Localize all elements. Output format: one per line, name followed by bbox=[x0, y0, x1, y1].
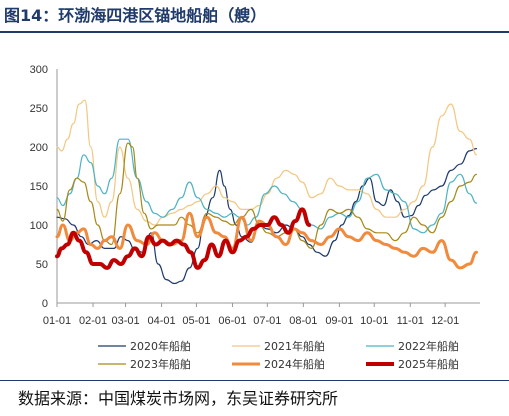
x-tick-label: 06-01 bbox=[218, 315, 246, 327]
y-tick-label: 100 bbox=[30, 220, 48, 232]
x-tick-label: 04-01 bbox=[148, 315, 176, 327]
line-chart: 0 50 100 150 200 250 300 01-01 02-01 03-01 04-01 05… bbox=[30, 64, 480, 371]
x-tick-label: 08-01 bbox=[289, 315, 317, 327]
y-tick-label: 0 bbox=[42, 298, 48, 310]
x-tick-label: 11-01 bbox=[397, 315, 424, 327]
y-tick-label: 300 bbox=[30, 64, 48, 76]
series-line-3 bbox=[56, 138, 478, 234]
data-source: 数据来源：中国煤炭市场网，东吴证券研究所 bbox=[18, 389, 339, 408]
x-tick-label: 12-01 bbox=[431, 315, 459, 327]
series-line-6 bbox=[55, 207, 312, 270]
chart-title: 图14：环渤海四港区锚地船舶（艘） bbox=[4, 6, 267, 25]
series-line-2 bbox=[56, 99, 478, 226]
source-divider bbox=[0, 380, 509, 381]
series-line-5 bbox=[55, 211, 478, 270]
x-tick-label: 03-01 bbox=[111, 315, 139, 327]
legend-label-5: 2024年船舶 bbox=[264, 357, 325, 371]
x-tick-label: 10-01 bbox=[360, 315, 388, 327]
legend-label-3: 2022年船舶 bbox=[398, 339, 459, 353]
y-tick-label: 50 bbox=[36, 259, 48, 271]
legend-label-1: 2020年船舶 bbox=[130, 339, 191, 353]
x-tick-label: 07-01 bbox=[253, 315, 281, 327]
x-tick-label: 05-01 bbox=[182, 315, 210, 327]
y-tick-label: 200 bbox=[30, 142, 48, 154]
y-tick-label: 250 bbox=[30, 103, 48, 115]
legend-label-4: 2023年船舶 bbox=[130, 357, 191, 371]
legend-label-2: 2021年船舶 bbox=[264, 339, 325, 353]
title-divider bbox=[0, 31, 509, 33]
series-line-4 bbox=[56, 142, 478, 249]
legend-label-6: 2025年船舶 bbox=[398, 357, 459, 371]
y-tick-label: 150 bbox=[30, 181, 48, 193]
x-tick-label: 01-01 bbox=[43, 315, 71, 327]
x-tick-label: 09-01 bbox=[325, 315, 353, 327]
x-tick-label: 02-01 bbox=[79, 315, 107, 327]
